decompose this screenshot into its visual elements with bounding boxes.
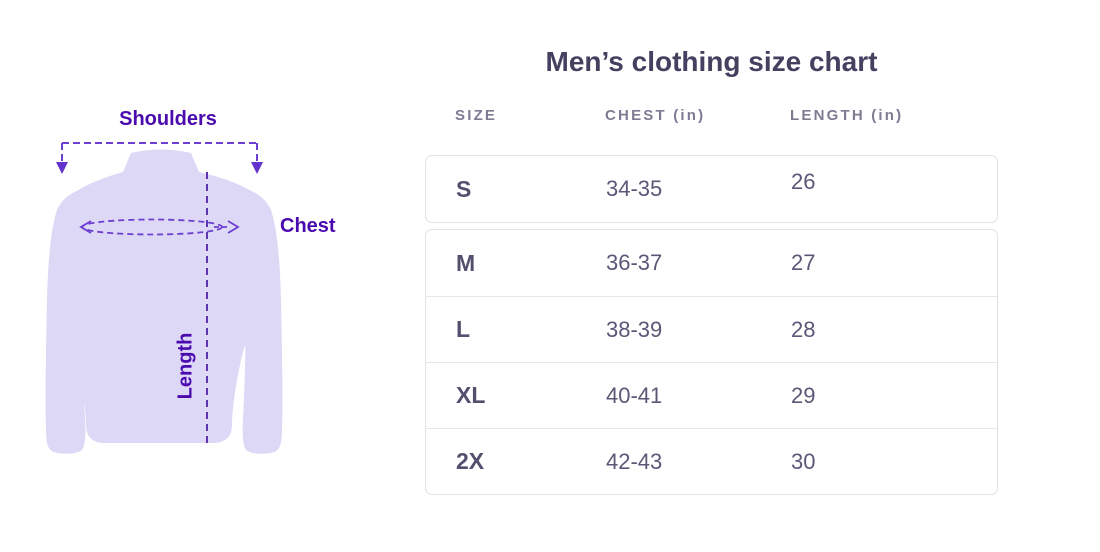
chest-cell: 42-43 (606, 448, 663, 474)
chest-cell: 36-37 (606, 250, 663, 275)
table-row: 2X 42-43 30 (426, 428, 997, 494)
shoulders-arrow-right-icon (251, 162, 263, 174)
shoulders-label: Shoulders (119, 108, 217, 130)
shirt-illustration (45, 142, 283, 454)
column-header-length: LENGTH (in) (790, 106, 904, 124)
length-cell: 27 (791, 250, 816, 275)
chest-label: Chest (280, 215, 336, 237)
length-cell: 28 (791, 316, 816, 342)
size-cell: XL (456, 382, 486, 408)
chest-cell: 38-39 (606, 316, 663, 342)
size-table-panel: Men’s clothing size chart SIZE CHEST (in… (425, 46, 998, 495)
table-row: L 38-39 28 (426, 296, 997, 362)
size-cell: M (456, 249, 476, 276)
shirt-body (59, 149, 269, 443)
shoulders-arrow-left-icon (56, 162, 68, 174)
length-cell: 30 (791, 448, 816, 474)
shirt-measurement-diagram: Shoulders Chest Length (0, 0, 420, 552)
table-row: XL 40-41 29 (426, 362, 997, 428)
chest-cell: 40-41 (606, 382, 663, 408)
column-header-chest: CHEST (in) (605, 106, 706, 124)
size-cell: 2X (456, 448, 485, 474)
table-header-row: SIZE CHEST (in) LENGTH (in) (425, 106, 998, 124)
chest-arrow-right-icon (227, 220, 240, 234)
length-cell: 26 (791, 169, 816, 194)
table-rowbox-s: S 34-35 26 (425, 155, 998, 223)
shoulders-measure-bracket (61, 142, 258, 163)
chest-cell: 34-35 (606, 176, 663, 201)
table-row: S 34-35 26 (426, 156, 997, 222)
table-row: M 36-37 27 (426, 230, 997, 296)
size-cell: S (456, 175, 472, 202)
column-header-size: SIZE (455, 106, 498, 124)
length-label: Length (174, 332, 197, 400)
table-rowbox-group: M 36-37 27 L 38-39 28 XL 40-41 29 2X 42-… (425, 229, 998, 495)
size-cell: L (456, 316, 471, 342)
page-title: Men’s clothing size chart (545, 46, 878, 77)
length-cell: 29 (791, 382, 816, 408)
chest-arrow-left-icon (79, 220, 92, 234)
